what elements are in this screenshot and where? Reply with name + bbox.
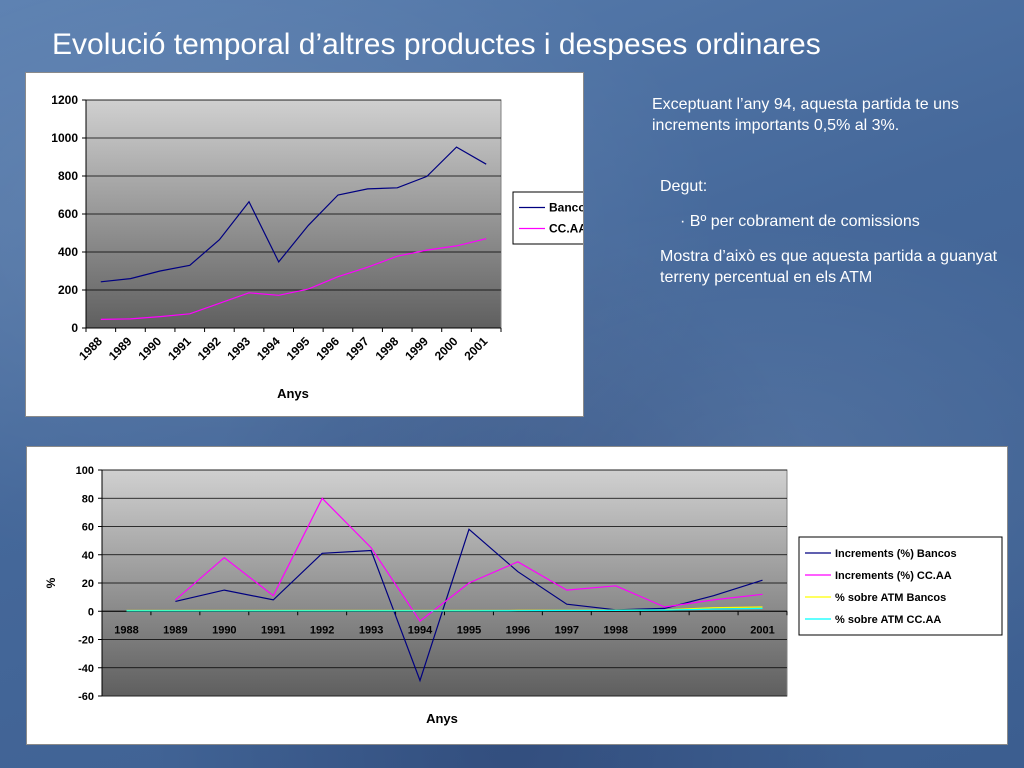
series-line-1	[100, 146, 487, 283]
y-axis-title: %	[44, 577, 58, 588]
y-tick-label: -20	[78, 635, 94, 647]
legend-label: CC.AA	[549, 222, 583, 236]
legend-box	[512, 191, 583, 245]
y-tick-label: 800	[58, 169, 78, 183]
x-tick-label: 1999	[652, 624, 676, 636]
x-tick-label: 1993	[224, 334, 253, 363]
chart-panel-increments: -60 -40 -20 0 20 40 60 80 100 1988 1989 1990 1991 199…	[26, 446, 1008, 745]
x-tick-label: 1998	[373, 334, 402, 363]
series-line-1	[175, 528, 763, 683]
x-tick-label: 1990	[212, 624, 236, 636]
x-tick-label: 1991	[165, 334, 194, 363]
increments-line-chart: -60 -40 -20 0 20 40 60 80 100 1988 1989 1990 1991 199…	[44, 465, 1003, 726]
y-tick-label: 0	[88, 606, 94, 618]
x-tick-label: 2000	[701, 624, 725, 636]
legend-label: % sobre ATM CC.AA	[835, 614, 941, 626]
x-tick-label: 1988	[76, 334, 105, 363]
text-paragraph-atm: Mostra d’això es que aquesta partida a g…	[660, 248, 998, 286]
y-tick-label: 100	[76, 465, 94, 477]
y-tick-label: 40	[82, 550, 94, 562]
x-axis-title: Anys	[426, 711, 458, 726]
x-tick-label: 1995	[457, 624, 481, 636]
y-tick-label: 60	[82, 522, 94, 534]
x-tick-label: 1988	[114, 624, 138, 636]
x-tick-label: 1998	[604, 624, 628, 636]
series-line-2	[100, 238, 487, 320]
x-tick-label: 1989	[163, 624, 187, 636]
y-tick-label: 80	[82, 493, 94, 505]
slide-title: Evolució temporal d’altres productes i d…	[52, 28, 821, 61]
x-axis-title: Anys	[277, 386, 309, 401]
x-tick-label: 1992	[310, 624, 334, 636]
x-tick-label: 2000	[432, 334, 461, 363]
x-tick-label: 2001	[462, 334, 491, 363]
y-tick-label: 200	[58, 283, 78, 297]
chart-panel-amounts: 0 200 400 600 800 1000 1200 1988 1989 1990 1991 199…	[25, 72, 584, 417]
legend-label: Increments (%) Bancos	[835, 548, 957, 560]
series-line-4	[126, 607, 763, 612]
x-tick-label: 1997	[343, 334, 372, 363]
x-tick-label: 1994	[408, 624, 433, 636]
legend-box	[798, 536, 1003, 636]
x-tick-label: 1993	[359, 624, 383, 636]
y-tick-label: 400	[58, 245, 78, 259]
x-tick-label: 1999	[402, 334, 431, 363]
text-heading-degut: Degut:	[660, 178, 708, 195]
x-tick-label: 1992	[195, 334, 224, 363]
y-tick-label: 1000	[51, 131, 78, 145]
x-tick-label: 1994	[254, 334, 283, 363]
y-tick-label: 1200	[51, 93, 78, 107]
y-tick-label: 0	[71, 321, 78, 335]
text-paragraph-exception: Exceptuant l’any 94, aquesta partida te …	[652, 96, 959, 134]
y-tick-label: 20	[82, 578, 94, 590]
y-tick-label: -60	[78, 691, 94, 703]
x-tick-label: 1996	[313, 334, 342, 363]
x-tick-label: 1990	[135, 334, 164, 363]
x-tick-label: 1989	[106, 334, 135, 363]
x-tick-label: 1991	[261, 624, 285, 636]
y-tick-label: 600	[58, 207, 78, 221]
x-tick-label: 1995	[284, 334, 313, 363]
y-tick-label: -40	[78, 663, 94, 675]
legend-label: Increments (%) CC.AA	[835, 570, 952, 582]
legend-label: Bancos	[549, 201, 583, 215]
x-tick-label: 2001	[750, 624, 774, 636]
x-tick-label: 1996	[506, 624, 530, 636]
text-bullet-comissions: · Bº per cobrament de comissions	[680, 213, 920, 230]
series-line-2	[175, 497, 763, 622]
x-tick-label: 1997	[555, 624, 579, 636]
legend-label: % sobre ATM Bancos	[835, 592, 946, 604]
